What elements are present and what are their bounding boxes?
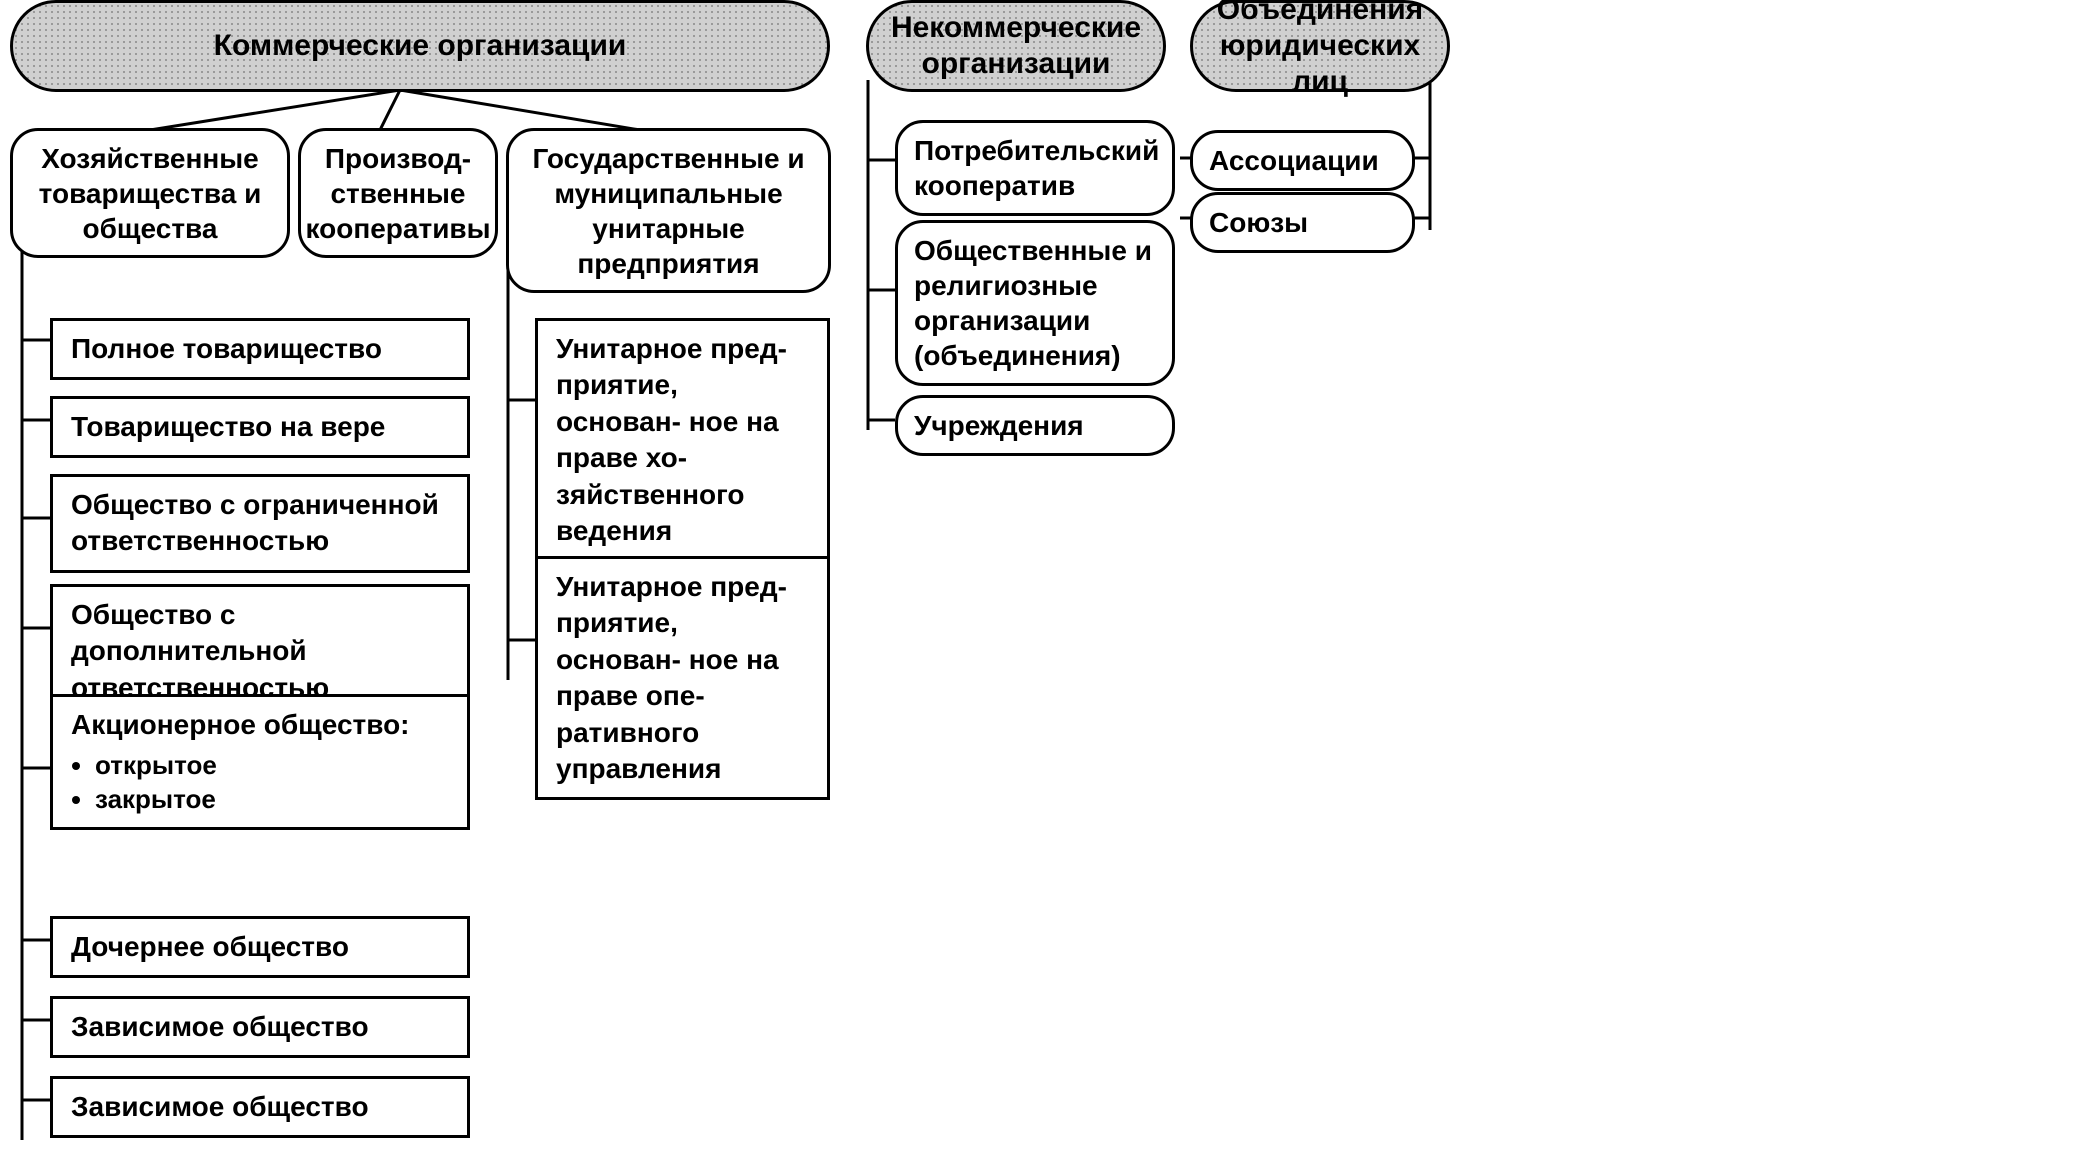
- item-partnership-2-label: Общество с ограниченной ответственностью: [71, 489, 439, 556]
- item-partnership-dup-label: Зависимое общество: [71, 1091, 369, 1122]
- item-partnership-6-label: Зависимое общество: [71, 1011, 369, 1042]
- item-noncommercial-2-label: Учреждения: [914, 408, 1084, 443]
- item-partnership-5: Дочернее общество: [50, 916, 470, 978]
- bullet-open: открытое: [95, 749, 449, 783]
- item-partnership-0: Полное товарищество: [50, 318, 470, 380]
- header-associations-label: Объединения юридических лиц: [1209, 0, 1431, 100]
- item-noncommercial-2: Учреждения: [895, 395, 1175, 456]
- category-partnerships-label: Хозяйственные товарищества и общества: [29, 141, 271, 246]
- item-partnership-3-label: Общество с дополнительной ответственност…: [71, 599, 329, 703]
- item-noncommercial-1-label: Общественные и религиозные организации (…: [914, 233, 1156, 373]
- item-unitary-1: Унитарное пред- приятие, основан- ное на…: [535, 556, 830, 800]
- category-coops: Производ- ственные кооперативы: [298, 128, 498, 258]
- category-unitary-label: Государственные и муниципальные унитарны…: [525, 141, 812, 281]
- header-associations: Объединения юридических лиц: [1190, 0, 1450, 92]
- category-partnerships: Хозяйственные товарищества и общества: [10, 128, 290, 258]
- item-associations-0-label: Ассоциации: [1209, 143, 1379, 178]
- item-noncommercial-0-label: Потребительский кооператив: [914, 133, 1159, 203]
- item-partnership-1-label: Товарищество на вере: [71, 411, 385, 442]
- item-partnership-4: Акционерное общество: открытое закрытое: [50, 694, 470, 830]
- item-partnership-1: Товарищество на вере: [50, 396, 470, 458]
- item-partnership-4-bullets: открытое закрытое: [71, 749, 449, 817]
- header-commercial: Коммерческие организации: [10, 0, 830, 92]
- bullet-closed: закрытое: [95, 783, 449, 817]
- item-unitary-1-label: Унитарное пред- приятие, основан- ное на…: [556, 571, 787, 784]
- item-unitary-0: Унитарное пред- приятие, основан- ное на…: [535, 318, 830, 562]
- header-noncommercial: Некоммерческие организации: [866, 0, 1166, 92]
- item-associations-0: Ассоциации: [1190, 130, 1415, 191]
- item-partnership-dup: Зависимое общество: [50, 1076, 470, 1138]
- item-unitary-0-label: Унитарное пред- приятие, основан- ное на…: [556, 333, 787, 546]
- category-coops-label: Производ- ственные кооперативы: [305, 141, 490, 246]
- item-noncommercial-1: Общественные и религиозные организации (…: [895, 220, 1175, 386]
- item-noncommercial-0: Потребительский кооператив: [895, 120, 1175, 216]
- item-partnership-4-title: Акционерное общество:: [71, 709, 410, 740]
- header-noncommercial-label: Некоммерческие организации: [885, 10, 1147, 82]
- header-commercial-label: Коммерческие организации: [214, 28, 627, 64]
- item-partnership-6: Зависимое общество: [50, 996, 470, 1058]
- item-partnership-5-label: Дочернее общество: [71, 931, 349, 962]
- category-unitary: Государственные и муниципальные унитарны…: [506, 128, 831, 293]
- item-partnership-0-label: Полное товарищество: [71, 333, 382, 364]
- item-partnership-2: Общество с ограниченной ответственностью: [50, 474, 470, 573]
- item-associations-1-label: Союзы: [1209, 205, 1308, 240]
- item-associations-1: Союзы: [1190, 192, 1415, 253]
